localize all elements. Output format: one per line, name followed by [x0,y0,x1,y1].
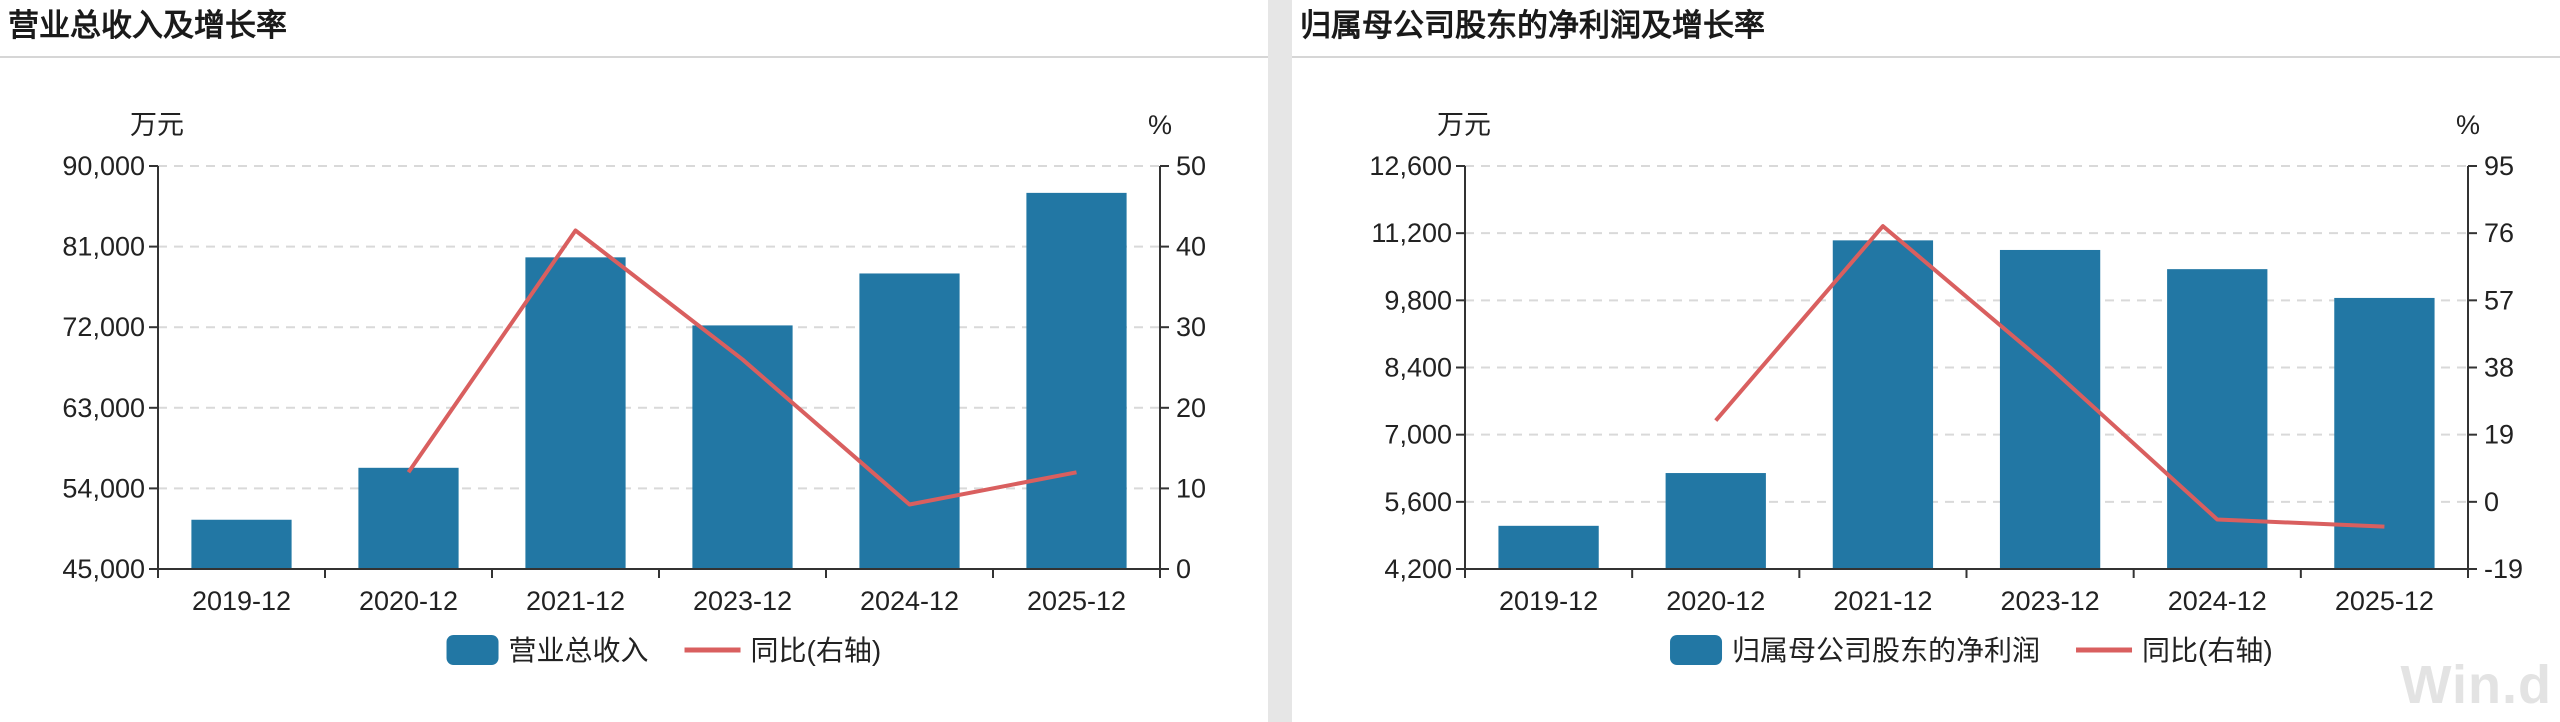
title-divider [1292,56,2560,58]
left-tick-label: 9,800 [1384,285,1452,315]
left-tick-label: 45,000 [62,554,145,584]
chart-title: 营业总收入及增长率 [8,8,287,43]
right-tick-label: 50 [1176,151,1206,181]
net-profit-chart: 4,200 5,600 7,000 8,400 9,800 11,200 12,600 -19… [1369,110,2523,666]
right-tick-label: 76 [2484,218,2514,248]
x-tick-label: 2021-12 [1833,586,1932,616]
left-tick-label: 81,000 [62,232,145,262]
left-tick-label: 54,000 [62,473,145,503]
right-tick-label: 20 [1176,393,1206,423]
bar [358,467,459,569]
x-tick-label: 2023-12 [2001,586,2100,616]
bar [2334,297,2435,569]
bar [692,325,793,569]
bar [1026,192,1127,569]
right-tick-label: 38 [2484,353,2514,383]
right-tick-label: 30 [1176,312,1206,342]
bar [1999,249,2101,570]
left-tick-label: 12,600 [1369,151,1452,181]
x-tick-label: 2021-12 [526,586,625,616]
right-tick-label: 19 [2484,420,2514,450]
legend-label-bar: 归属母公司股东的净利润 [1732,635,2040,666]
right-axis-unit: % [2456,110,2480,140]
x-tick-label: 2023-12 [693,586,792,616]
legend-label-bar: 营业总收入 [509,635,649,666]
left-axis-unit: 万元 [130,110,184,140]
right-tick-label: 95 [2484,151,2514,181]
left-tick-label: 63,000 [62,393,145,423]
bar [191,519,292,569]
watermark-logo: Win.d [2400,655,2552,715]
title-divider [0,56,1268,58]
x-tick-label: 2019-12 [1499,586,1598,616]
left-tick-label: 5,600 [1384,487,1452,517]
left-tick-label: 90,000 [62,151,145,181]
chart-title: 归属母公司股东的净利润及增长率 [1300,8,1765,43]
left-tick-label: 11,200 [1371,218,1452,248]
x-tick-label: 2019-12 [192,586,291,616]
yoy-line [406,228,1077,507]
bar [2167,269,2268,569]
right-tick-label: 0 [1176,554,1191,584]
left-axis-unit: 万元 [1437,110,1491,140]
revenue-chart-panel: 营业总收入及增长率 45,000 54,000 63,000 72,000 81,000… [0,0,1268,722]
bar [1832,240,1934,569]
bar [859,273,960,569]
left-tick-label: 72,000 [62,312,145,342]
right-axis-unit: % [1148,110,1172,140]
bar [525,257,626,569]
left-tick-label: 8,400 [1384,353,1452,383]
x-tick-label: 2024-12 [860,586,959,616]
bar [1665,473,1766,569]
right-tick-label: 10 [1176,473,1206,503]
net-profit-chart-panel: 归属母公司股东的净利润及增长率 4,200 5,600 7,000 8,400 9,80… [1292,0,2560,722]
legend-swatch-bar [1670,635,1723,665]
legend-swatch-bar [446,635,499,665]
right-tick-label: 0 [2484,487,2499,517]
left-tick-label: 7,000 [1384,420,1452,450]
bar [1498,525,1599,569]
revenue-chart: 45,000 54,000 63,000 72,000 81,000 90,000 0 10 2… [62,110,1206,666]
left-tick-label: 4,200 [1384,554,1452,584]
legend-label-line: 同比(右轴) [751,635,882,666]
yoy-line [1714,224,2385,529]
x-tick-label: 2024-12 [2168,586,2267,616]
legend-label-line: 同比(右轴) [2142,635,2273,666]
right-tick-label: -19 [2484,554,2523,584]
right-tick-label: 40 [1176,232,1206,262]
right-tick-label: 57 [2484,285,2514,315]
x-tick-label: 2020-12 [359,586,458,616]
x-tick-label: 2025-12 [1027,586,1126,616]
x-tick-label: 2025-12 [2335,586,2434,616]
x-tick-label: 2020-12 [1666,586,1765,616]
